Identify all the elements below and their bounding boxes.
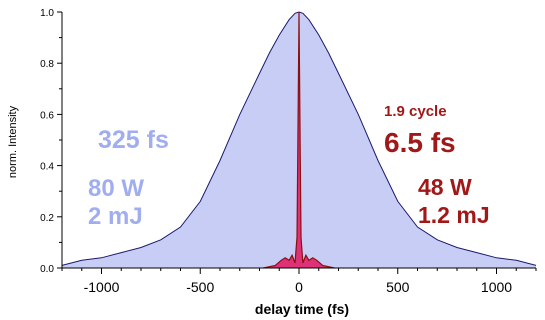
annotations: 325 fs 80 W 2 mJ 1.9 cycle 6.5 fs 48 W 1… — [88, 103, 490, 230]
x-tick-label: -500 — [186, 279, 214, 295]
left-power-label: 80 W — [88, 175, 144, 202]
right-power-label: 48 W — [418, 174, 472, 200]
y-axis-label: norm. Intensity — [7, 105, 19, 178]
axes: -1000 -500 0 500 1000 0.0 0.2 0.4 0.6 0.8 1.0 — [40, 8, 537, 295]
right-cycle-label: 1.9 cycle — [384, 103, 447, 120]
y-tick-label: 0.4 — [40, 162, 54, 173]
series-2-area — [263, 12, 335, 268]
x-tick-label: 500 — [386, 279, 410, 295]
left-duration-label: 325 fs — [98, 126, 169, 154]
y-tick-label: 0.6 — [40, 110, 54, 121]
plot-area — [61, 11, 537, 269]
x-tick-label: 0 — [295, 279, 303, 295]
y-tick-label: 0.8 — [40, 59, 54, 70]
right-duration-label: 6.5 fs — [384, 127, 456, 158]
series-2-line — [263, 11, 335, 269]
y-tick-label: 1.0 — [40, 8, 54, 19]
right-energy-label: 1.2 mJ — [418, 202, 490, 228]
y-tick-label: 0.0 — [40, 264, 54, 275]
x-tick-label: 1000 — [481, 279, 512, 295]
left-energy-label: 2 mJ — [88, 203, 143, 230]
y-tick-label: 0.2 — [40, 213, 54, 224]
x-axis-label: delay time (fs) — [255, 301, 349, 317]
x-tick-label: -1000 — [84, 279, 120, 295]
